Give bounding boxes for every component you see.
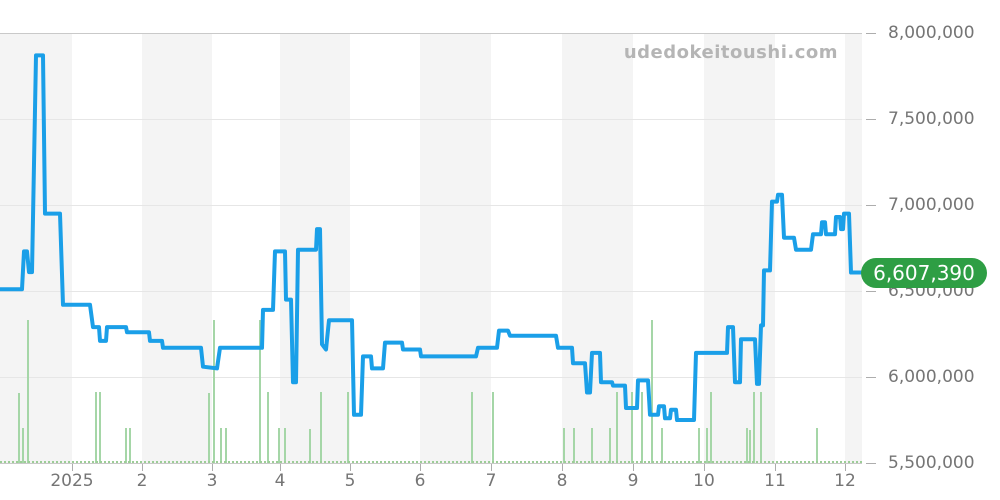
volume-bar: [749, 430, 751, 463]
volume-bar: [616, 392, 618, 463]
x-axis-tick: [491, 464, 492, 471]
volume-bar: [125, 428, 127, 463]
gridline: [0, 291, 862, 292]
volume-bar: [284, 428, 286, 463]
volume-bar: [651, 320, 653, 463]
volume-bar: [213, 320, 215, 463]
x-axis-tick: [280, 464, 281, 471]
x-axis-label: 11: [764, 471, 786, 491]
x-axis-tick: [72, 464, 73, 471]
x-axis-label: 10: [693, 471, 715, 491]
x-axis-label: 8: [556, 471, 568, 491]
x-axis-tick: [633, 464, 634, 471]
gridline: [0, 33, 862, 34]
x-axis-tick: [775, 464, 776, 471]
volume-bar: [129, 428, 131, 463]
volume-bar: [27, 320, 29, 463]
volume-bar: [710, 392, 712, 463]
x-axis-tick: [420, 464, 421, 471]
x-axis-label: 6: [414, 471, 426, 491]
volume-bar: [267, 392, 269, 463]
volume-bar: [706, 428, 708, 463]
volume-bar: [95, 392, 97, 463]
volume-bar: [208, 393, 210, 463]
x-axis-label: 7: [485, 471, 497, 491]
y-axis-label: 6,000,000: [888, 367, 975, 387]
y-axis-label: 7,000,000: [888, 195, 975, 215]
volume-bar: [591, 428, 593, 463]
volume-bar: [816, 428, 818, 463]
x-axis-label: 2025: [50, 471, 94, 491]
x-axis-tick: [350, 464, 351, 471]
y-axis-label: 8,000,000: [888, 23, 975, 43]
gridline: [0, 463, 862, 464]
volume-bar: [347, 392, 349, 463]
x-axis-label: 9: [627, 471, 639, 491]
x-axis-tick: [704, 464, 705, 471]
price-line: [0, 53, 864, 422]
volume-bar: [220, 428, 222, 463]
x-axis-label: 3: [206, 471, 218, 491]
volume-bar: [99, 392, 101, 463]
x-axis-tick: [142, 464, 143, 471]
volume-bar: [278, 428, 280, 463]
x-axis-tick: [212, 464, 213, 471]
volume-bar: [563, 428, 565, 463]
y-axis-label: 5,500,000: [888, 453, 975, 473]
volume-bar: [573, 428, 575, 463]
volume-bar: [753, 392, 755, 463]
volume-bar: [746, 428, 748, 463]
volume-bar: [760, 392, 762, 463]
y-axis-tick: [866, 291, 876, 292]
volume-bar: [641, 392, 643, 463]
volume-bar: [471, 392, 473, 463]
volume-bar: [492, 392, 494, 463]
y-axis-tick: [866, 463, 876, 464]
volume-bar: [309, 429, 311, 463]
x-axis-label: 5: [344, 471, 356, 491]
volume-bar: [609, 428, 611, 463]
last-price-badge: 6,607,390: [861, 258, 987, 288]
x-axis-label: 4: [274, 471, 286, 491]
y-axis-tick: [866, 377, 876, 378]
watermark: udedokeitoushi.com: [623, 42, 838, 63]
x-axis-tick: [845, 464, 846, 471]
volume-bar: [631, 392, 633, 463]
volume-bar: [698, 428, 700, 463]
volume-bar: [18, 393, 20, 463]
volume-bar: [259, 320, 261, 463]
baseline-dotted-line: [0, 461, 862, 463]
gridline: [0, 205, 862, 206]
volume-bar: [22, 428, 24, 463]
volume-bar: [225, 428, 227, 463]
x-axis-tick: [562, 464, 563, 471]
volume-bar: [320, 392, 322, 463]
y-axis-tick: [866, 205, 876, 206]
gridline: [0, 377, 862, 378]
volume-bar: [661, 428, 663, 463]
y-axis-tick: [866, 33, 876, 34]
y-axis-label: 7,500,000: [888, 109, 975, 129]
gridline: [0, 119, 862, 120]
y-axis-tick: [866, 119, 876, 120]
x-axis-label: 12: [834, 471, 856, 491]
x-axis-label: 2: [136, 471, 148, 491]
